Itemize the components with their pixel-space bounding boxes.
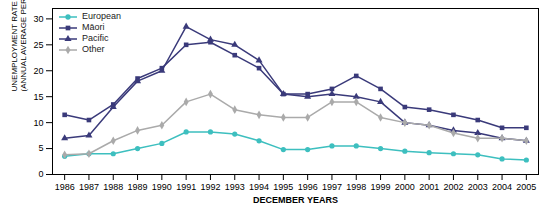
svg-text:10: 10 [33, 118, 43, 128]
svg-text:UNEMPLOYMENT RATE(ANNUAL AVERA: UNEMPLOYMENT RATE(ANNUAL AVERAGE PERCENT… [10, 0, 29, 92]
svg-text:15: 15 [33, 92, 43, 102]
svg-text:1999: 1999 [371, 182, 391, 192]
svg-text:2000: 2000 [395, 182, 415, 192]
html-text:Māori: Māori [82, 22, 105, 32]
svg-text:1996: 1996 [298, 182, 318, 192]
svg-text:DECEMBER YEARS: DECEMBER YEARS [253, 195, 338, 205]
svg-text:1998: 1998 [346, 182, 366, 192]
svg-text:1987: 1987 [79, 182, 99, 192]
html-text:Other: Other [82, 44, 105, 54]
svg-text:20: 20 [33, 66, 43, 76]
svg-text:2004: 2004 [492, 182, 512, 192]
svg-text:1989: 1989 [128, 182, 148, 192]
html-text:Pacific: Pacific [82, 33, 109, 43]
svg-text:2005: 2005 [516, 182, 536, 192]
svg-text:5: 5 [38, 143, 43, 153]
svg-text:1988: 1988 [103, 182, 123, 192]
svg-text:1992: 1992 [200, 182, 220, 192]
svg-text:1990: 1990 [152, 182, 172, 192]
svg-text:1997: 1997 [322, 182, 342, 192]
svg-text:2002: 2002 [443, 182, 463, 192]
svg-text:0: 0 [38, 169, 43, 179]
svg-text:1986: 1986 [55, 182, 75, 192]
svg-text:1993: 1993 [225, 182, 245, 192]
svg-text:2003: 2003 [468, 182, 488, 192]
svg-text:1991: 1991 [176, 182, 196, 192]
svg-text:30: 30 [33, 14, 43, 24]
svg-text:1995: 1995 [273, 182, 293, 192]
svg-text:2001: 2001 [419, 182, 439, 192]
svg-text:25: 25 [33, 40, 43, 50]
svg-text:1994: 1994 [249, 182, 269, 192]
html-text:European: European [82, 11, 121, 21]
